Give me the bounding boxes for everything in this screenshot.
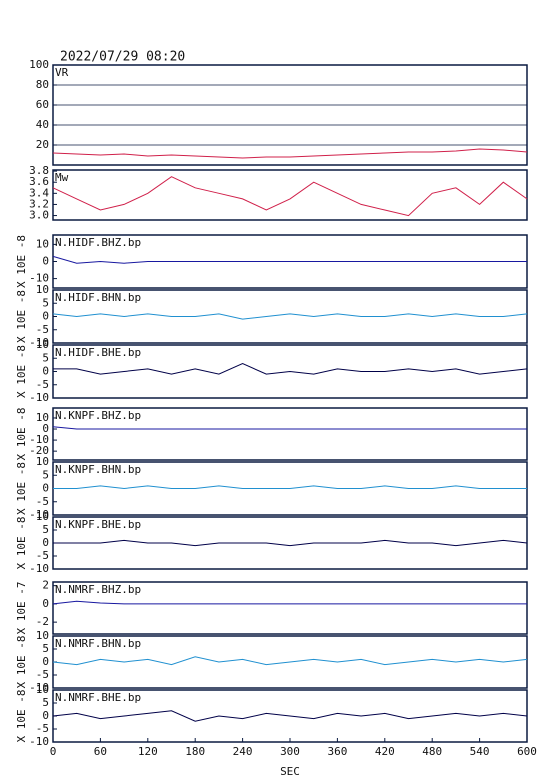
y-tick-label: 10	[36, 510, 49, 523]
y-tick-label: -10	[29, 433, 49, 446]
y-tick-label: -5	[36, 495, 49, 508]
y-tick-label: -10	[29, 336, 49, 349]
y-axis-label: X 10E -8	[15, 408, 28, 461]
panel-label: VR	[55, 66, 69, 79]
x-axis-label: SEC	[280, 765, 300, 778]
y-tick-label: 3.2	[29, 197, 49, 210]
panel-label: N.HIDF.BHN.bp	[55, 291, 141, 304]
y-tick-label: 5	[42, 468, 49, 481]
y-tick-label: -5	[36, 549, 49, 562]
y-tick-label: -20	[29, 444, 49, 457]
y-tick-label: 10	[36, 455, 49, 468]
y-tick-label: 10	[36, 237, 49, 250]
y-tick-label: -10	[29, 562, 49, 575]
y-axis-label: X 10E -8	[15, 345, 28, 398]
panel-label: N.KNPF.BHE.bp	[55, 518, 141, 531]
y-axis-label: X 10E -8	[15, 517, 28, 570]
y-tick-label: 0	[42, 536, 49, 549]
y-tick-label: 20	[36, 138, 49, 151]
y-tick-label: 0	[42, 482, 49, 495]
trace	[53, 485, 527, 490]
y-tick-label: 10	[36, 683, 49, 696]
y-tick-label: 3.0	[29, 209, 49, 222]
x-tick-label: 480	[422, 745, 442, 758]
trace	[52, 656, 528, 666]
trace	[52, 600, 527, 605]
x-tick-label: 420	[375, 745, 395, 758]
panel-label: N.KNPF.BHN.bp	[55, 463, 141, 476]
x-tick-label: 180	[185, 745, 205, 758]
panel-label: N.NMRF.BHE.bp	[55, 691, 141, 704]
panel-frame	[52, 169, 528, 221]
y-tick-label: -10	[29, 391, 49, 404]
panel-label: N.KNPF.BHZ.bp	[55, 409, 141, 422]
y-tick-label: -5	[36, 722, 49, 735]
x-tick-label: 360	[327, 745, 347, 758]
trace	[52, 313, 528, 320]
y-axis-label: X 10E -8	[15, 235, 28, 288]
panel-label: N.NMRF.BHN.bp	[55, 637, 141, 650]
trace	[52, 255, 527, 264]
y-tick-label: 0	[42, 365, 49, 378]
panel-frame	[52, 581, 528, 635]
timestamp: 2022/07/29 08:20	[60, 50, 185, 65]
panel-label: N.HIDF.BHE.bp	[55, 346, 141, 359]
y-tick-label: 0	[42, 255, 49, 268]
y-tick-label: -10	[29, 272, 49, 285]
y-tick-label: -10	[29, 508, 49, 521]
y-tick-label: 5	[42, 642, 49, 655]
y-tick-label: 0	[42, 655, 49, 668]
y-tick-label: 3.8	[29, 164, 49, 177]
x-tick-label: 240	[233, 745, 253, 758]
trace	[52, 148, 528, 159]
y-tick-label: 2	[42, 579, 49, 592]
y-tick-label: 0	[42, 310, 49, 323]
y-tick-label: 3.6	[29, 175, 49, 188]
panel-label: N.NMRF.BHZ.bp	[55, 583, 141, 596]
y-tick-label: 10	[36, 629, 49, 642]
y-tick-label: 5	[42, 296, 49, 309]
trace	[53, 363, 528, 375]
y-tick-label: 60	[36, 98, 49, 111]
y-tick-label: 0	[42, 422, 49, 435]
y-tick-label: -5	[36, 378, 49, 391]
y-tick-label: 3.4	[29, 186, 49, 199]
y-tick-label: 0	[42, 597, 49, 610]
x-tick-label: 120	[138, 745, 158, 758]
x-tick-label: 540	[470, 745, 490, 758]
y-axis-label: X 10E -7	[15, 582, 28, 635]
x-tick-label: 0	[50, 745, 57, 758]
x-tick-label: 60	[94, 745, 107, 758]
y-axis-label: X 10E -8	[15, 690, 28, 743]
trace	[52, 426, 527, 430]
y-tick-label: 5	[42, 523, 49, 536]
y-tick-label: -2	[36, 615, 49, 628]
panel-frame	[52, 64, 528, 166]
trace	[52, 176, 528, 217]
panel-label: N.HIDF.BHZ.bp	[55, 236, 141, 249]
panel-label: Mw	[55, 171, 69, 184]
y-tick-label: 80	[36, 78, 49, 91]
trace	[53, 539, 528, 547]
y-axis-label: X 10E -8	[15, 462, 28, 515]
y-axis-label: X 10E -8	[15, 636, 28, 689]
y-tick-label: 10	[36, 411, 49, 424]
y-tick-label: 0	[42, 709, 49, 722]
x-tick-label: 300	[280, 745, 300, 758]
x-tick-label: 600	[517, 745, 537, 758]
panel-frame	[52, 407, 528, 461]
y-tick-label: -10	[29, 735, 49, 748]
y-tick-label: -10	[29, 681, 49, 694]
y-tick-label: -5	[36, 323, 49, 336]
y-tick-label: 10	[36, 338, 49, 351]
y-tick-label: 5	[42, 351, 49, 364]
trace	[52, 710, 528, 722]
y-tick-label: 5	[42, 696, 49, 709]
y-tick-label: -5	[36, 668, 49, 681]
y-axis-label: X 10E -8	[15, 290, 28, 343]
y-tick-label: 10	[36, 283, 49, 296]
y-tick-label: 40	[36, 118, 49, 131]
y-tick-label: 100	[29, 58, 49, 71]
